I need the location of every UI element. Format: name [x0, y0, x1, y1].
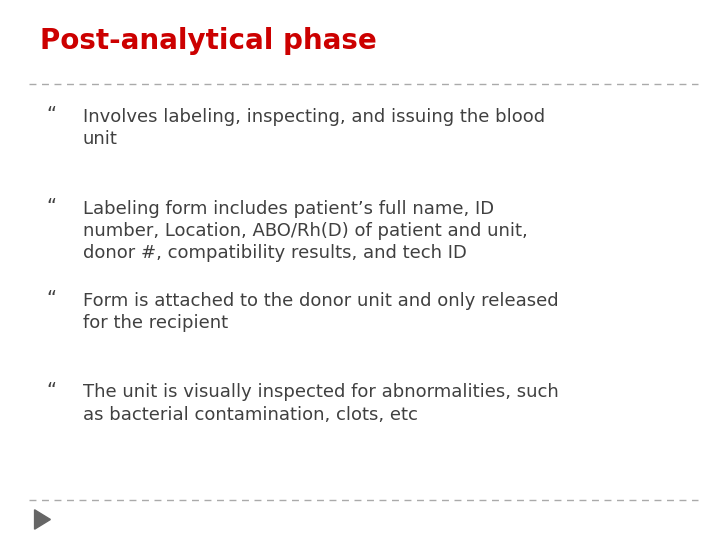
Text: The unit is visually inspected for abnormalities, such
as bacterial contaminatio: The unit is visually inspected for abnor…	[83, 383, 559, 423]
Text: Labeling form includes patient’s full name, ID
number, Location, ABO/Rh(D) of pa: Labeling form includes patient’s full na…	[83, 200, 528, 262]
Text: “: “	[47, 197, 57, 216]
Text: “: “	[47, 289, 57, 308]
Text: “: “	[47, 381, 57, 400]
Polygon shape	[35, 510, 50, 529]
Text: Form is attached to the donor unit and only released
for the recipient: Form is attached to the donor unit and o…	[83, 292, 559, 332]
Text: “: “	[47, 105, 57, 124]
Text: Post-analytical phase: Post-analytical phase	[40, 27, 377, 55]
Text: Involves labeling, inspecting, and issuing the blood
unit: Involves labeling, inspecting, and issui…	[83, 108, 545, 148]
